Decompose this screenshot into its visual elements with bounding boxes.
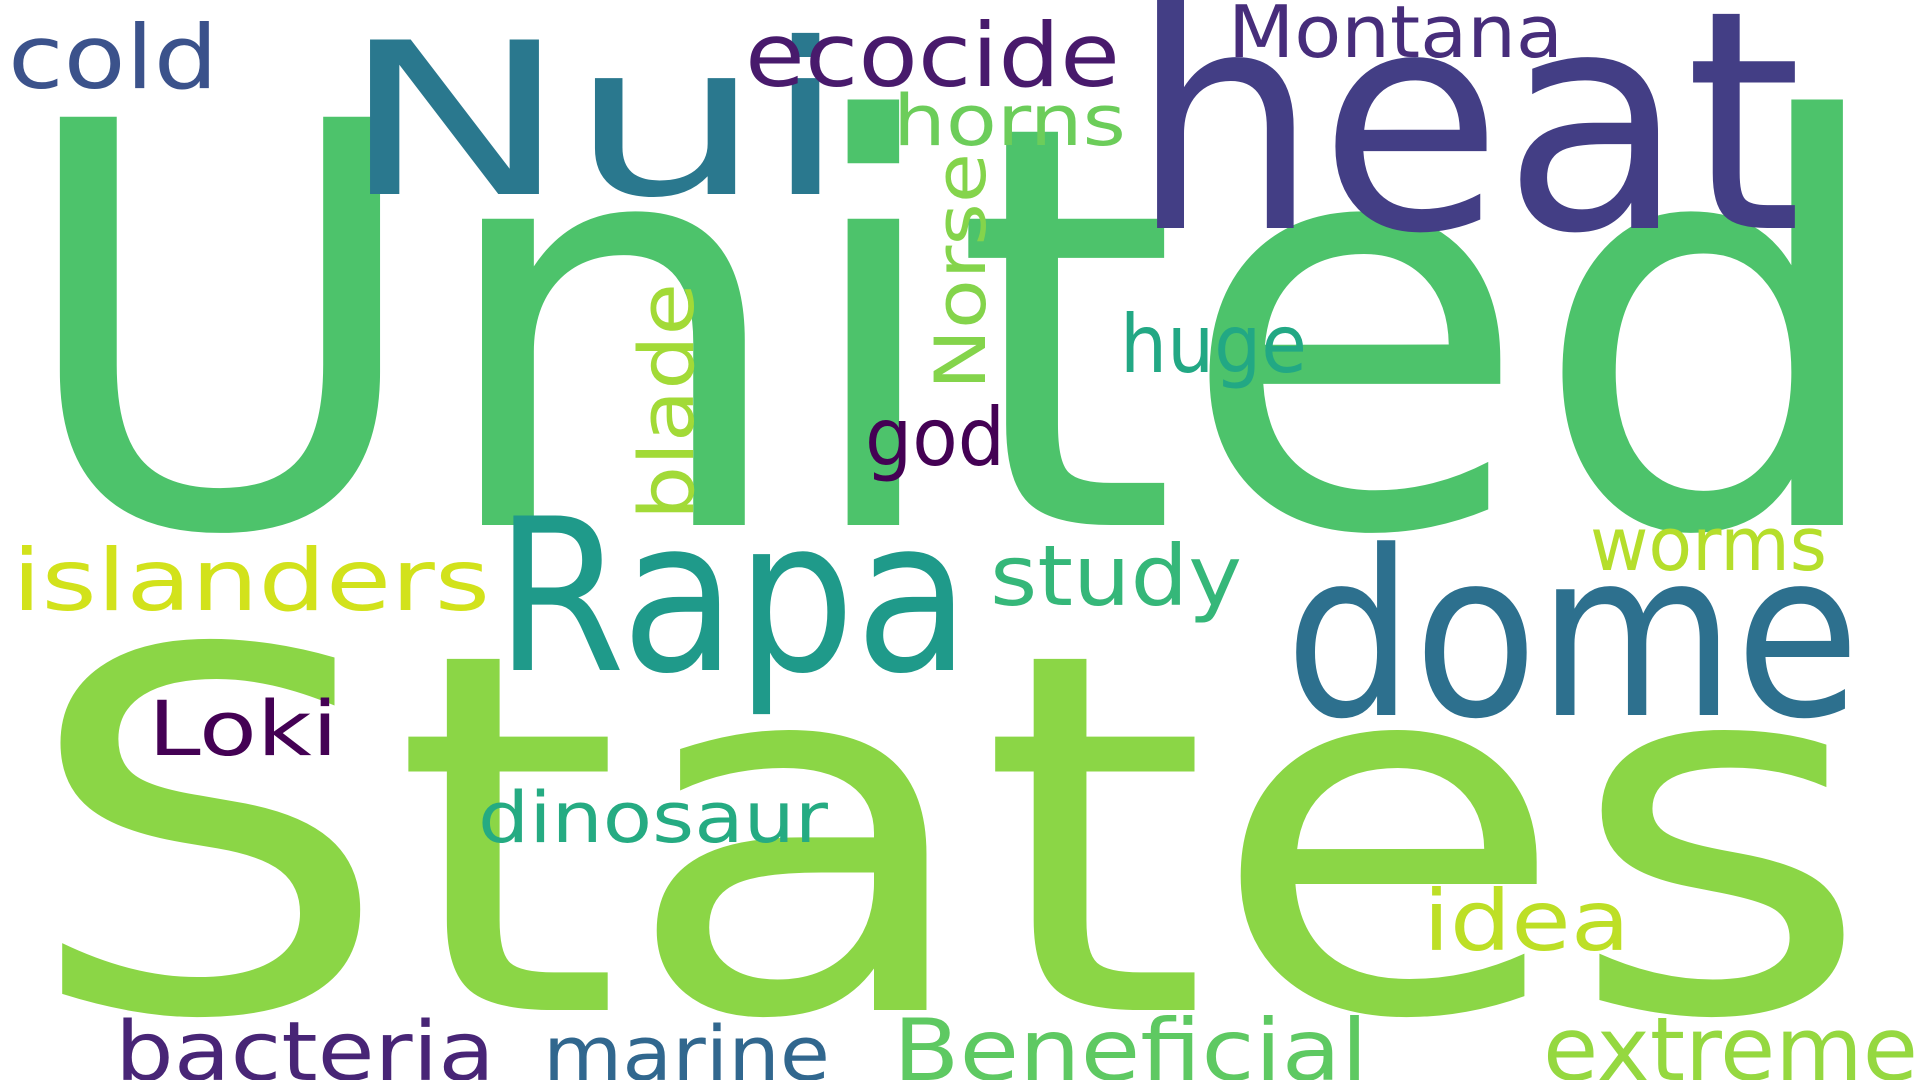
word-nui: Nui xyxy=(340,0,848,244)
word-islanders: islanders xyxy=(12,531,490,631)
word-heat: heat xyxy=(1130,0,1802,300)
word-montana: Montana xyxy=(1228,0,1563,74)
word-loki: Loki xyxy=(148,684,338,773)
word-dome: dome xyxy=(1285,503,1860,770)
word-norse: Norse xyxy=(920,153,1002,390)
word-beneficial: Beneficial xyxy=(893,1001,1368,1080)
word-idea: idea xyxy=(1423,872,1630,970)
word-blade: blade xyxy=(622,283,711,520)
word-god: god xyxy=(865,391,1005,484)
word-horns: horns xyxy=(893,80,1126,162)
word-dinosaur: dinosaur xyxy=(478,777,828,859)
word-united: United xyxy=(10,6,1895,658)
word-marine: marine xyxy=(543,1009,830,1080)
word-rapa: Rapa xyxy=(495,473,970,720)
word-worms: worms xyxy=(1590,502,1827,588)
word-huge: huge xyxy=(1120,298,1307,391)
word-study: study xyxy=(990,527,1242,625)
word-extreme: extreme xyxy=(1543,998,1918,1080)
word-bacteria: bacteria xyxy=(115,1005,495,1080)
word-ecocide: ecocide xyxy=(745,4,1120,107)
word-states: States xyxy=(22,546,1872,1080)
word-cold: cold xyxy=(8,6,218,109)
